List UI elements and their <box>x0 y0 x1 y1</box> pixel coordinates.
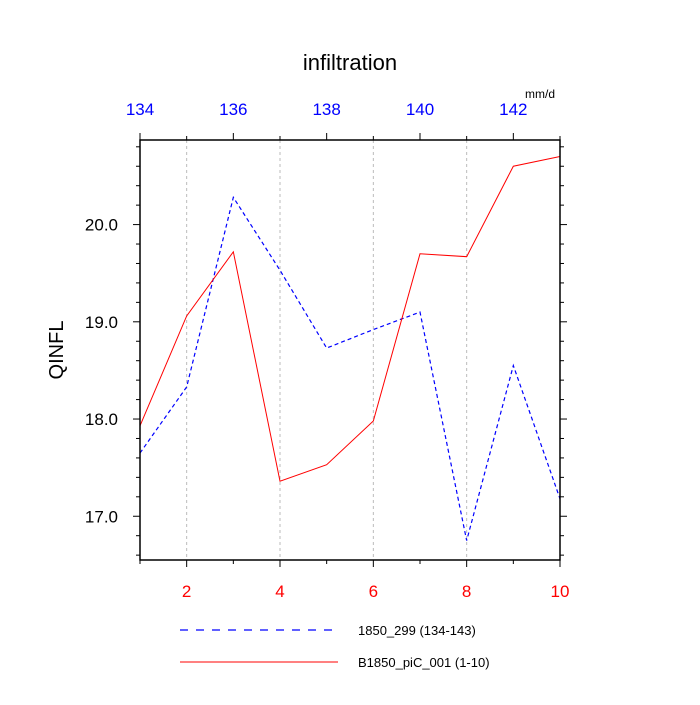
x-bottom-tick-label: 4 <box>275 582 284 601</box>
legend-label: 1850_299 (134-143) <box>358 623 476 638</box>
x-top-tick-label: 142 <box>499 100 527 119</box>
x-bottom-tick-label: 8 <box>462 582 471 601</box>
x-top-tick-label: 138 <box>312 100 340 119</box>
series-line <box>139 195 561 541</box>
ticks-layer: 2 4 6 8 10 134 136 138 140 142 17.0 18.0 19.0 20.0 <box>85 100 570 601</box>
grid-layer <box>186 140 468 560</box>
series-line <box>139 156 561 482</box>
y-tick-label: 20.0 <box>85 216 118 235</box>
y-axis-label: QINFL <box>46 321 68 380</box>
x-top-tick-label: 136 <box>219 100 247 119</box>
chart-title: infiltration <box>303 50 397 75</box>
plot-frame <box>139 139 561 561</box>
series-layer <box>139 156 561 541</box>
y-tick-label: 17.0 <box>85 507 118 526</box>
x-top-tick-label: 134 <box>126 100 154 119</box>
legend: 1850_299 (134-143) B1850_piC_001 (1-10) <box>180 623 490 670</box>
units-label: mm/d <box>525 87 555 101</box>
x-bottom-tick-label: 10 <box>551 582 570 601</box>
x-bottom-tick-label: 2 <box>182 582 191 601</box>
legend-label: B1850_piC_001 (1-10) <box>358 655 490 670</box>
y-tick-label: 18.0 <box>85 410 118 429</box>
x-top-tick-label: 140 <box>406 100 434 119</box>
x-bottom-tick-label: 6 <box>369 582 378 601</box>
y-tick-label: 19.0 <box>85 313 118 332</box>
